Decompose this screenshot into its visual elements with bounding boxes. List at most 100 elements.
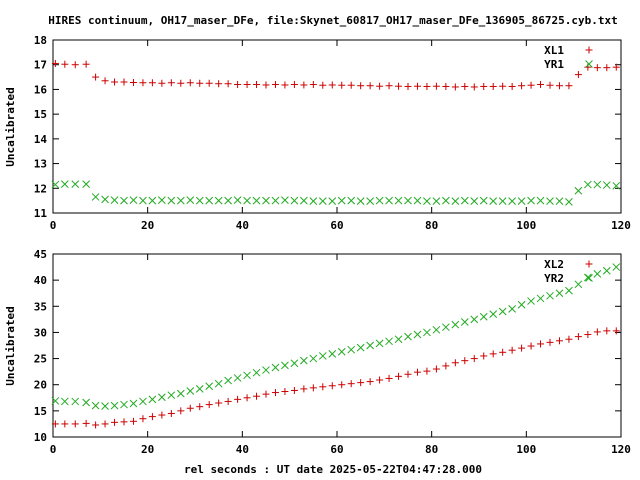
top-y-axis-label: Uncalibrated	[4, 87, 17, 166]
top-x-tick-label: 40	[236, 219, 249, 232]
point-yr1	[309, 197, 318, 205]
point-yr1	[318, 197, 327, 205]
point-yr2	[233, 374, 242, 382]
point-yr1	[546, 197, 554, 205]
point-xl2	[489, 350, 497, 358]
point-xl2	[224, 397, 232, 405]
point-yr2	[602, 266, 611, 275]
bottom-x-tick-label: 40	[236, 443, 249, 456]
point-xl1	[300, 81, 308, 89]
point-xl2	[61, 420, 69, 428]
point-xl2	[555, 337, 563, 345]
bottom-y-tick-label: 25	[34, 353, 47, 366]
point-xl1	[366, 82, 374, 90]
point-yr2	[110, 401, 119, 410]
point-xl1	[129, 79, 137, 87]
point-yr1	[51, 180, 60, 189]
point-xl2	[243, 394, 251, 402]
point-xl2	[574, 333, 582, 341]
point-yr2	[243, 371, 251, 380]
point-yr2	[527, 297, 535, 305]
point-yr1	[167, 196, 176, 205]
point-xl2	[328, 382, 336, 390]
point-xl1	[281, 81, 289, 89]
point-xl1	[92, 73, 100, 81]
point-xl2	[499, 348, 507, 356]
point-yr2	[148, 395, 157, 404]
top-y-tick-label: 17	[34, 59, 47, 72]
point-xl2	[177, 407, 185, 415]
point-xl2	[120, 418, 128, 426]
point-xl1	[328, 81, 336, 89]
point-xl2	[281, 388, 289, 396]
point-xl1	[139, 79, 147, 87]
point-xl2	[92, 421, 100, 429]
point-yr1	[584, 180, 592, 189]
point-xl2	[234, 395, 242, 403]
point-xl2	[347, 380, 355, 388]
point-yr1	[337, 196, 346, 205]
point-xl1	[612, 63, 620, 71]
point-xl1	[451, 83, 459, 91]
bottom-x-tick-label: 0	[50, 443, 57, 456]
point-yr2	[337, 347, 346, 356]
point-xl1	[489, 82, 497, 90]
point-xl1	[508, 82, 516, 90]
point-xl2	[309, 384, 317, 392]
point-yr2	[517, 300, 526, 309]
point-yr1	[593, 180, 602, 189]
point-yr1	[470, 197, 479, 205]
point-xl2	[357, 379, 365, 387]
point-yr1	[243, 196, 251, 205]
top-y-tick-label: 15	[34, 108, 47, 121]
top-panel: Uncalibrated 11 12 13 14 15 16 17 18 0 20 40 60 80 10…	[4, 34, 631, 232]
point-xl2	[300, 385, 308, 393]
legend-marker-yr1	[585, 60, 593, 68]
point-yr2	[300, 356, 308, 365]
top-y-tick-label: 18	[34, 34, 47, 47]
point-xl2	[167, 409, 175, 417]
point-xl1	[101, 77, 109, 85]
bottom-x-tick-label: 120	[611, 443, 631, 456]
point-yr2	[508, 305, 516, 313]
point-yr1	[262, 196, 270, 205]
point-xl2	[537, 340, 545, 348]
point-xl1	[196, 79, 204, 87]
point-yr1	[479, 196, 488, 205]
point-xl1	[290, 80, 298, 88]
point-yr1	[205, 196, 214, 205]
point-xl2	[612, 327, 620, 335]
point-xl1	[243, 80, 251, 88]
point-yr2	[413, 330, 422, 339]
bottom-y-axis-label: Uncalibrated	[4, 306, 17, 385]
point-yr1	[60, 180, 69, 188]
point-yr2	[195, 385, 204, 393]
point-xl1	[61, 60, 69, 68]
point-xl2	[51, 420, 59, 428]
point-yr2	[318, 352, 327, 360]
point-xl2	[196, 403, 204, 411]
point-yr1	[498, 197, 507, 205]
bottom-panel: Uncalibrated 10 15 20 25 30 35 40 45 0 20 40 60 80 10…	[4, 248, 631, 456]
top-y-tick-label: 12	[34, 182, 47, 195]
point-yr2	[347, 345, 356, 354]
point-yr1	[290, 196, 299, 205]
point-yr1	[281, 196, 289, 205]
top-x-tick-label: 20	[141, 219, 154, 232]
point-xl1	[262, 81, 270, 89]
point-yr1	[527, 196, 535, 205]
point-yr1	[91, 193, 100, 201]
point-yr2	[375, 339, 384, 348]
point-xl1	[224, 80, 232, 88]
bottom-y-tick-label: 20	[34, 379, 47, 392]
point-yr1	[252, 196, 261, 205]
point-yr1	[366, 197, 374, 205]
bottom-x-tick-label: 100	[516, 443, 536, 456]
top-x-tick-label: 120	[611, 219, 631, 232]
point-xl2	[593, 328, 601, 336]
point-xl1	[167, 79, 175, 87]
point-yr1	[394, 196, 403, 205]
point-yr1	[101, 195, 109, 204]
bottom-y-tick-label: 15	[34, 405, 47, 418]
